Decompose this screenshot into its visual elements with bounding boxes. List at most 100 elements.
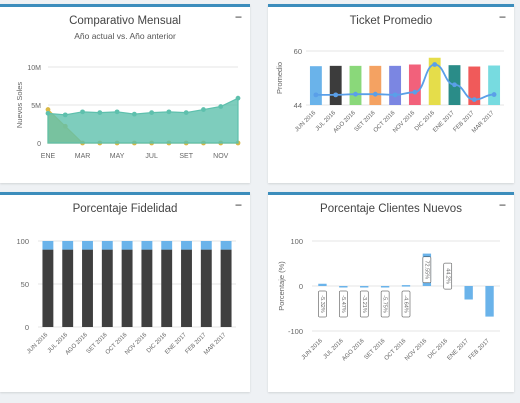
- data-label: -5.75%: [382, 295, 388, 313]
- bar: [485, 286, 494, 317]
- comparativo-chart: 0 5M 10M Nuevos Soles ENE MAR MAY JUL SET NOV: [15, 65, 241, 160]
- x-tick-label: NOV: [213, 153, 229, 160]
- stacked-bar-segment: [181, 249, 192, 327]
- panel-title: Comparativo Mensual: [69, 15, 181, 27]
- stacked-bar-segment: [200, 241, 212, 250]
- series-line: [315, 63, 495, 101]
- x-tick-label: SET: [179, 153, 193, 160]
- data-point: [45, 110, 51, 116]
- data-point: [80, 109, 85, 115]
- stacked-bar-segment: [200, 249, 212, 327]
- y-tick-label: 0: [299, 282, 303, 291]
- line-point: [353, 91, 358, 97]
- line-point: [412, 89, 418, 95]
- data-point: [131, 111, 137, 117]
- line-point: [432, 62, 438, 67]
- x-tick-label: FEB 2017: [468, 338, 492, 362]
- line-point: [491, 92, 497, 97]
- data-point: [114, 109, 120, 115]
- stacked-bar-segment: [141, 249, 153, 327]
- stacked-bar-segment: [101, 249, 113, 327]
- stacked-bar-segment: [141, 241, 153, 250]
- x-tick-label: ENE 2017: [446, 338, 470, 362]
- y-tick-label: 100: [16, 237, 29, 246]
- y-tick-label: 100: [290, 237, 303, 246]
- data-point: [166, 109, 172, 115]
- line-point: [372, 91, 378, 97]
- data-label-box: [339, 290, 348, 318]
- stacked-bar-segment: [62, 241, 74, 250]
- collapse-button[interactable]: −: [234, 10, 242, 24]
- data-label-box: [359, 290, 369, 318]
- data-point: [183, 110, 189, 115]
- panel-title: Ticket Promedio: [349, 15, 433, 27]
- collapse-button[interactable]: −: [498, 198, 506, 212]
- x-tick-label: MAR: [75, 153, 91, 160]
- bar: [329, 65, 342, 105]
- y-tick-label: 50: [21, 280, 29, 289]
- bar: [408, 64, 421, 105]
- stacked-bar-segment: [121, 241, 133, 250]
- x-tick-label: MAR 2017: [471, 110, 496, 135]
- bar: [318, 283, 327, 286]
- data-point: [218, 104, 224, 109]
- x-tick-label: NOV 2016: [124, 332, 149, 357]
- x-tick-label: AGO 2016: [333, 110, 358, 135]
- bar: [488, 65, 501, 105]
- y-tick-label: 5M: [31, 103, 41, 110]
- y-tick-label: 60: [294, 47, 302, 56]
- x-tick-label: JUL: [145, 153, 158, 160]
- bar: [389, 65, 402, 105]
- bar: [360, 286, 369, 288]
- panel-title: Porcentaje Clientes Nuevos: [320, 203, 462, 215]
- y-tick-label: -100: [288, 327, 303, 336]
- x-tick-label: AGO 2016: [341, 338, 366, 363]
- y-axis-label: Nuevos Soles: [15, 82, 24, 129]
- bar: [401, 285, 411, 287]
- line-point: [392, 92, 398, 98]
- panel-comparativo-mensual: Comparativo Mensual Año actual vs. Año a…: [0, 4, 250, 183]
- data-point: [45, 107, 51, 112]
- bar: [380, 286, 390, 288]
- bar: [349, 65, 362, 105]
- y-axis-label: Promedio: [275, 62, 284, 94]
- data-label: -5.32%: [319, 295, 325, 313]
- collapse-button[interactable]: −: [498, 10, 506, 24]
- data-label-box: [380, 290, 390, 318]
- data-point: [235, 95, 241, 101]
- panel-title: Porcentaje Fidelidad: [72, 203, 178, 215]
- collapse-button[interactable]: −: [234, 198, 242, 212]
- data-point: [149, 110, 155, 115]
- x-tick-label: NOV 2016: [404, 338, 429, 363]
- x-tick-label: JUN 2016: [301, 338, 325, 362]
- y-tick-label: 0: [25, 323, 29, 332]
- data-point: [97, 110, 103, 115]
- data-label: -5.47%: [340, 295, 346, 313]
- data-label: 72.55%: [423, 260, 429, 279]
- y-tick-label: 10M: [27, 65, 41, 72]
- stacked-bar-segment: [161, 249, 173, 327]
- data-label-box: [401, 290, 411, 318]
- stacked-bar-segment: [42, 249, 54, 327]
- data-point: [201, 107, 206, 112]
- data-label: 44.2%: [444, 268, 450, 284]
- stacked-bar-segment: [220, 241, 232, 250]
- x-tick-label: AGO 2016: [65, 332, 90, 357]
- stacked-bar-segment: [101, 241, 113, 250]
- panel-porcentaje-fidelidad: Porcentaje Fidelidad − 0 50 100 JUN 2016 JUL…: [0, 192, 250, 392]
- stacked-bar-segment: [121, 249, 133, 327]
- line-point: [333, 92, 339, 98]
- panel-porcentaje-clientes-nuevos: Porcentaje Clientes Nuevos − -100 0 100 Por…: [268, 192, 514, 392]
- bar: [339, 286, 348, 288]
- y-tick-label: 0: [37, 141, 41, 148]
- stacked-bar-segment: [82, 249, 93, 327]
- stacked-bar-segment: [181, 241, 192, 250]
- x-tick-label: MAR 2017: [203, 332, 228, 357]
- x-tick-label: JUN 2016: [294, 110, 318, 134]
- panel-subtitle: Año actual vs. Año anterior: [74, 31, 176, 41]
- data-label: -4.64%: [403, 295, 409, 313]
- x-tick-label: MAY: [110, 153, 125, 160]
- stacked-bar-segment: [220, 249, 232, 327]
